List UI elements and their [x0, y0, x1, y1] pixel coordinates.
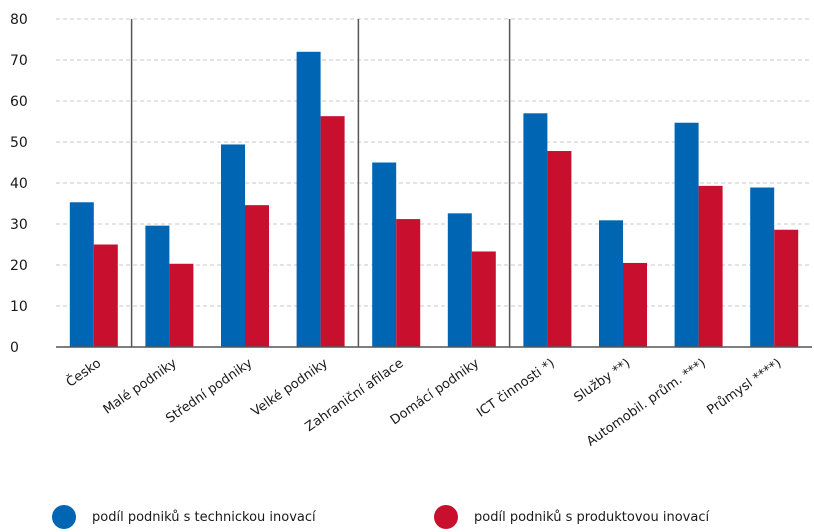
bar-technical-innovation [145, 226, 169, 347]
bar-product-innovation [547, 151, 571, 347]
y-tick-label: 50 [10, 135, 28, 151]
legend-label: podíl podniků s produktovou inovací [474, 510, 709, 525]
bar-product-innovation [699, 186, 723, 347]
bar-technical-innovation [675, 123, 699, 347]
legend: podíl podniků s technickou inovací podíl… [0, 503, 814, 531]
y-tick-label: 30 [10, 217, 28, 233]
bar-technical-innovation [750, 188, 774, 347]
bar-product-innovation [472, 251, 496, 347]
bar-product-innovation [774, 230, 798, 347]
x-tick-label: ICT činnosti *) [474, 356, 557, 421]
x-tick-label: Automobil. prům. ***) [584, 356, 709, 450]
legend-swatch-blue [52, 505, 76, 529]
y-tick-label: 70 [10, 53, 28, 69]
y-tick-label: 40 [10, 176, 28, 192]
bars [70, 52, 798, 347]
legend-swatch-red [434, 505, 458, 529]
y-tick-label: 60 [10, 94, 28, 110]
bar-product-innovation [245, 205, 269, 347]
bar-technical-innovation [599, 220, 623, 347]
bar-product-innovation [321, 116, 345, 347]
y-tick-label: 10 [10, 299, 28, 315]
bar-product-innovation [396, 219, 420, 347]
x-tick-label: Služby **) [571, 356, 633, 406]
bar-product-innovation [623, 263, 647, 347]
x-tick-label: Velké podniky [249, 356, 331, 420]
y-axis-ticks: 0 10 20 30 40 50 60 70 80 [10, 12, 28, 356]
bar-product-innovation [94, 245, 118, 348]
legend-label: podíl podniků s technickou inovací [92, 510, 316, 525]
bar-technical-innovation [448, 213, 472, 347]
bar-technical-innovation [523, 113, 547, 347]
y-tick-label: 0 [10, 340, 19, 356]
x-tick-label: Malé podniky [101, 356, 180, 418]
y-tick-label: 80 [10, 12, 28, 28]
bar-technical-innovation [70, 202, 94, 347]
bar-technical-innovation [372, 163, 396, 348]
x-tick-label: Průmysl ****) [705, 356, 785, 418]
bar-product-innovation [169, 264, 193, 347]
y-tick-label: 20 [10, 258, 28, 274]
bar-technical-innovation [221, 144, 245, 347]
x-tick-label: Česko [63, 355, 104, 390]
bar-technical-innovation [297, 52, 321, 347]
